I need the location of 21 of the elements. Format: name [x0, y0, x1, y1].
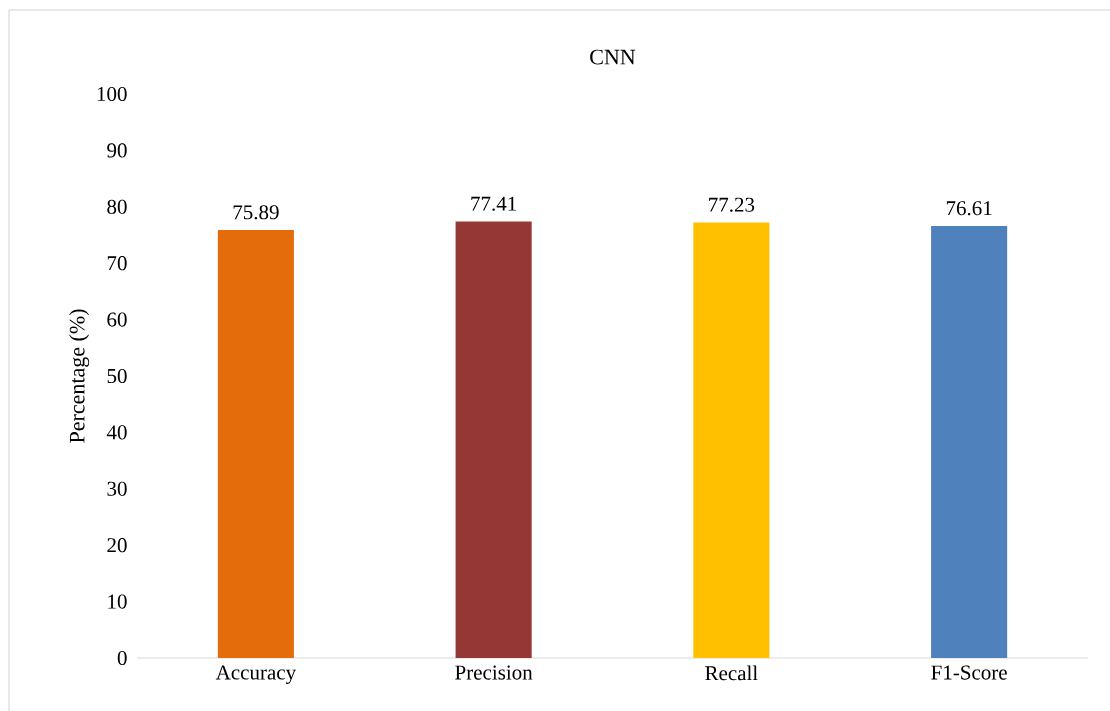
y-tick-label: 0	[117, 650, 127, 666]
y-tick-label: 100	[97, 86, 127, 102]
y-tick-label: 90	[107, 143, 127, 158]
y-tick-label: 50	[107, 368, 127, 384]
y-tick-label: 10	[108, 594, 127, 609]
data-label: 76.61	[946, 201, 992, 216]
x-tick-label: Precision	[455, 665, 533, 680]
y-tick-label: 40	[106, 425, 127, 440]
data-label: 77.23	[709, 197, 755, 212]
y-tick-label: 80	[107, 199, 127, 214]
data-label: 75.89	[233, 205, 279, 220]
y-tick-label: 70	[107, 256, 127, 271]
y-tick-label: 60	[107, 312, 127, 327]
x-tick-label: Accuracy	[215, 665, 297, 684]
y-tick-label: 30	[107, 481, 127, 496]
chart-title: CNN	[590, 49, 636, 65]
x-tick-label: F1-Score	[931, 665, 1007, 680]
y-tick-label: 20	[107, 538, 127, 553]
data-label: 77.41	[471, 196, 516, 211]
y-axis-title: Percentage (%)	[69, 309, 90, 443]
x-tick-label: Recall	[705, 665, 758, 681]
